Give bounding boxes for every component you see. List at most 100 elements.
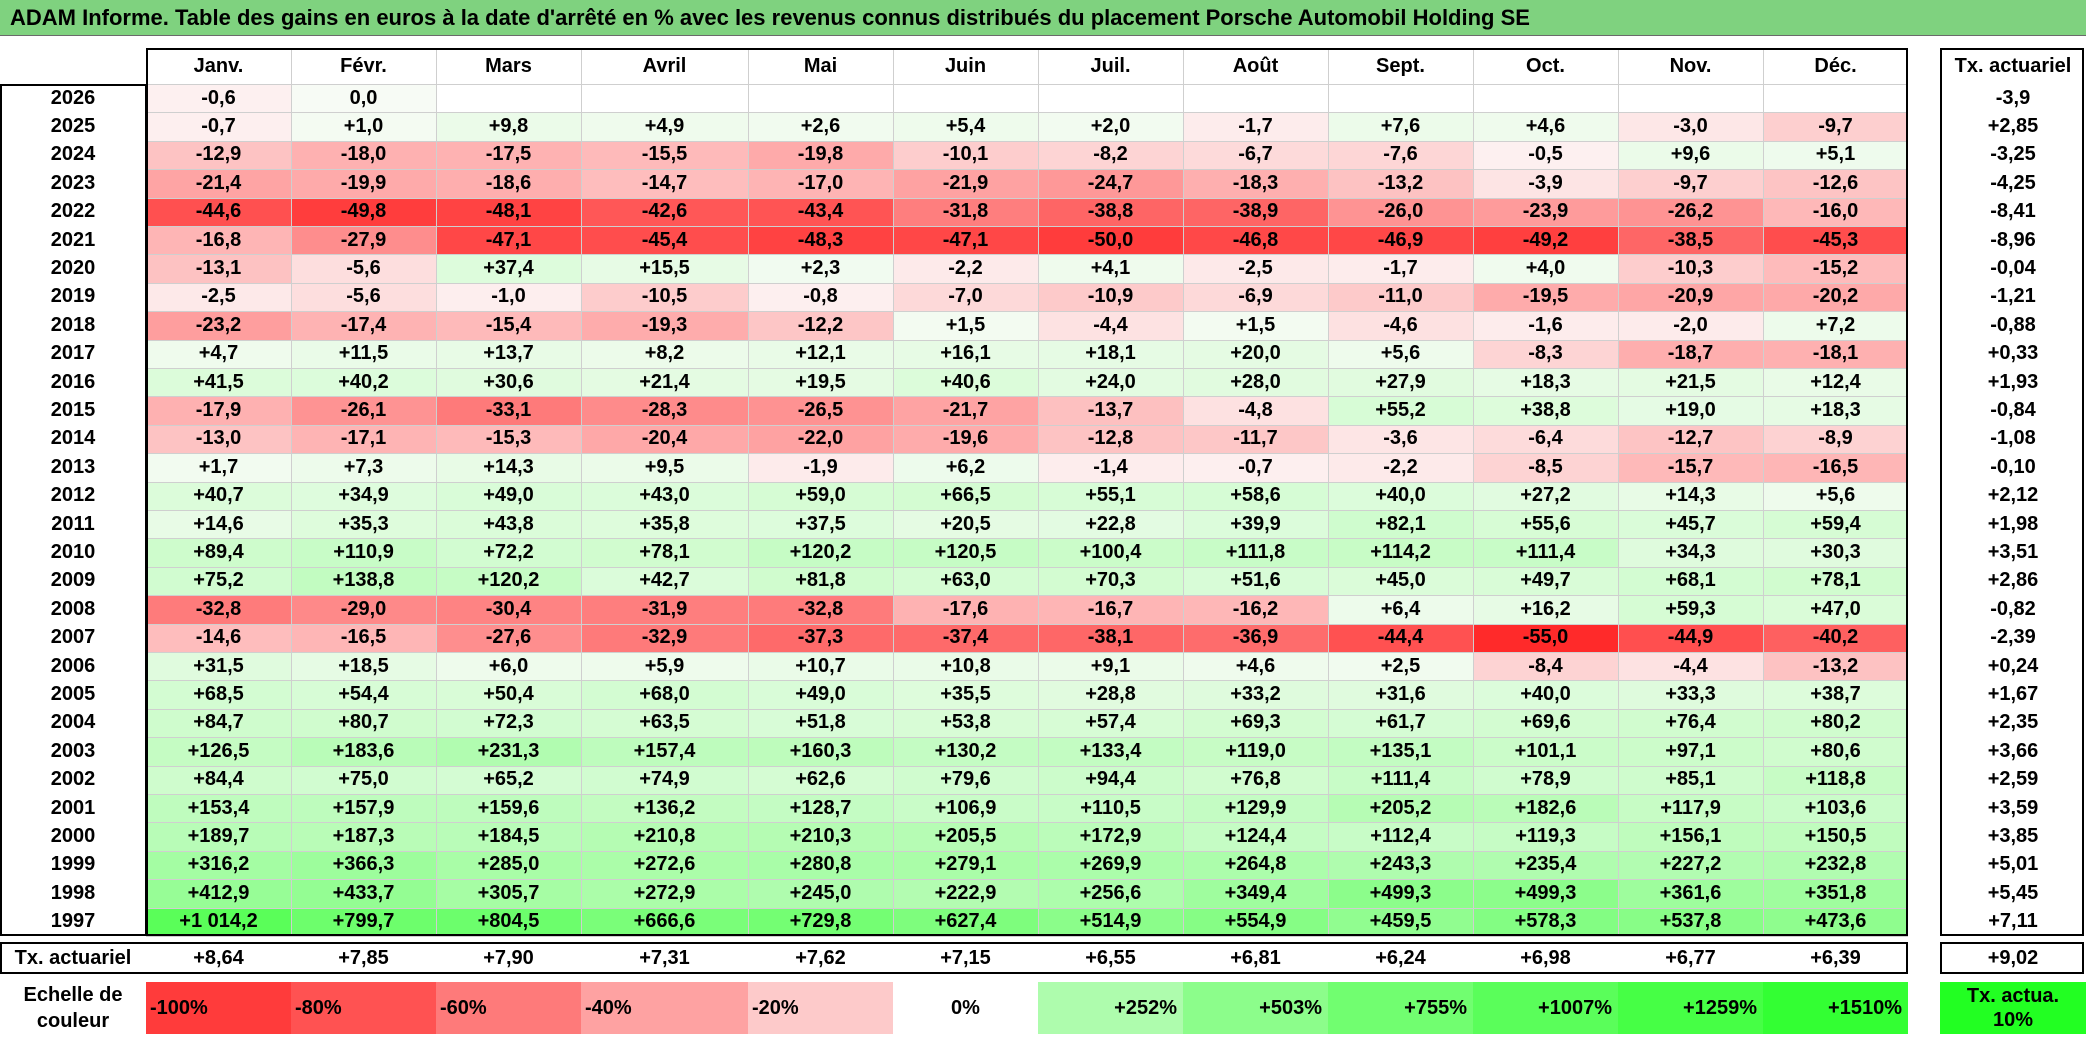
heatmap-cell <box>1328 84 1473 113</box>
grid-line <box>146 226 1908 227</box>
heatmap-cell <box>436 84 581 113</box>
heatmap-cell: +729,8 <box>748 907 893 936</box>
heatmap-cell: +31,6 <box>1328 680 1473 709</box>
heatmap-cell: +94,4 <box>1038 765 1183 794</box>
grid-line <box>146 424 1908 426</box>
row-tx-actuariel: +3,66 <box>1987 739 2039 762</box>
heatmap-cell: -18,7 <box>1618 339 1763 368</box>
heatmap-cell: -23,2 <box>146 311 291 340</box>
heatmap-cell: +7,6 <box>1328 112 1473 141</box>
row-tx-actuariel: -2,39 <box>1990 626 2036 649</box>
grid-line <box>146 254 1908 256</box>
heatmap-cell: +72,3 <box>436 708 581 738</box>
heatmap-cell: +351,8 <box>1763 879 1908 908</box>
heatmap-cell: -19,3 <box>581 311 748 340</box>
row-tx-actuariel: +0,33 <box>1987 342 2039 365</box>
heatmap-cell: +126,5 <box>146 737 291 766</box>
grid-line <box>1038 48 1039 936</box>
footer-tx-value: +6,39 <box>1810 946 1861 969</box>
grid-line <box>146 481 1908 483</box>
heatmap-cell: +111,4 <box>1328 765 1473 794</box>
heatmap-cell: +81,8 <box>748 566 893 596</box>
grid-line <box>146 510 1908 511</box>
heatmap-cell: +58,6 <box>1183 481 1328 510</box>
heatmap-cell: +5,6 <box>1328 339 1473 368</box>
heatmap-cell: +49,7 <box>1473 566 1618 596</box>
grid-line <box>146 850 1908 852</box>
heatmap-cell: +16,2 <box>1473 595 1618 624</box>
heatmap-cell: +9,8 <box>436 112 581 141</box>
row-year-label: 2011 <box>51 512 95 535</box>
heatmap-cell: +34,3 <box>1618 538 1763 567</box>
heatmap-cell: -47,1 <box>436 226 581 255</box>
heatmap-cell: +103,6 <box>1763 794 1908 823</box>
heatmap-cell: -8,2 <box>1038 140 1183 170</box>
heatmap-cell: +84,7 <box>146 708 291 738</box>
heatmap-cell: -15,3 <box>436 424 581 454</box>
row-year-label: 2016 <box>50 370 96 393</box>
row-year-label: 2007 <box>50 626 96 649</box>
heatmap-cell: +5,9 <box>581 652 748 681</box>
heatmap-cell: +43,0 <box>581 481 748 510</box>
heatmap-cell: +35,8 <box>581 510 748 539</box>
heatmap-cell: -46,8 <box>1183 226 1328 255</box>
heatmap-cell <box>1473 84 1618 113</box>
heatmap-cell: +97,1 <box>1618 737 1763 766</box>
heatmap-cell: +68,1 <box>1618 566 1763 596</box>
heatmap-cell: +4,6 <box>1473 112 1618 141</box>
row-tx-actuariel: -0,04 <box>1990 257 2036 280</box>
heatmap-cell: -31,9 <box>581 595 748 624</box>
heatmap-cell: -49,2 <box>1473 226 1618 255</box>
row-year-label: 2008 <box>50 597 96 620</box>
heatmap-cell: -26,5 <box>748 396 893 425</box>
heatmap-cell: -26,1 <box>291 396 436 425</box>
footer-tx-value: +7,85 <box>338 946 389 969</box>
column-header: Sept. <box>1376 54 1425 77</box>
legend-swatch: +1007% <box>1473 982 1618 1034</box>
heatmap-cell: -7,0 <box>893 282 1038 312</box>
heatmap-cell: +227,2 <box>1618 850 1763 880</box>
heatmap-cell: -48,1 <box>436 197 581 226</box>
grid-line <box>146 84 1908 85</box>
row-year-label: 2001 <box>50 796 96 819</box>
heatmap-cell: -13,0 <box>146 424 291 454</box>
heatmap-cell: +7,3 <box>291 453 436 482</box>
heatmap-cell: +1,0 <box>291 112 436 141</box>
heatmap-cell: -11,0 <box>1328 282 1473 312</box>
heatmap-cell: +799,7 <box>291 907 436 936</box>
heatmap-cell: -32,8 <box>146 595 291 624</box>
heatmap-cell: -32,8 <box>748 595 893 624</box>
heatmap-cell: +578,3 <box>1473 907 1618 936</box>
heatmap-cell: +40,0 <box>1473 680 1618 709</box>
heatmap-cell: +68,5 <box>146 680 291 709</box>
heatmap-cell: -0,5 <box>1473 140 1618 170</box>
heatmap-cell: -31,8 <box>893 197 1038 226</box>
heatmap-cell: +61,7 <box>1328 708 1473 738</box>
heatmap-cell: +473,6 <box>1763 907 1908 936</box>
heatmap-cell: -26,0 <box>1328 197 1473 226</box>
heatmap-cell: +15,5 <box>581 254 748 283</box>
heatmap-cell: -18,0 <box>291 140 436 170</box>
heatmap-cell: +222,9 <box>893 879 1038 908</box>
heatmap-cell: +5,4 <box>893 112 1038 141</box>
heatmap-cell: -17,5 <box>436 140 581 170</box>
heatmap-cell: +63,0 <box>893 566 1038 596</box>
heatmap-cell: -16,0 <box>1763 197 1908 226</box>
heatmap-cell: +38,8 <box>1473 396 1618 425</box>
heatmap-cell: -23,9 <box>1473 197 1618 226</box>
heatmap-cell: -33,1 <box>436 396 581 425</box>
heatmap-cell: -12,2 <box>748 311 893 340</box>
legend-swatch: +755% <box>1328 982 1473 1034</box>
heatmap-cell: +50,4 <box>436 680 581 709</box>
heatmap-cell: +14,3 <box>1618 481 1763 510</box>
grid-line <box>1473 48 1474 936</box>
heatmap-cell: -5,6 <box>291 282 436 312</box>
heatmap-cell: -4,4 <box>1038 311 1183 340</box>
heatmap-cell: +285,0 <box>436 850 581 880</box>
heatmap-cell: -10,5 <box>581 282 748 312</box>
heatmap-cell: -12,7 <box>1618 424 1763 454</box>
heatmap-cell: +100,4 <box>1038 538 1183 567</box>
heatmap-cell: +78,1 <box>581 538 748 567</box>
heatmap-cell: +156,1 <box>1618 822 1763 851</box>
heatmap-cell: -26,2 <box>1618 197 1763 226</box>
